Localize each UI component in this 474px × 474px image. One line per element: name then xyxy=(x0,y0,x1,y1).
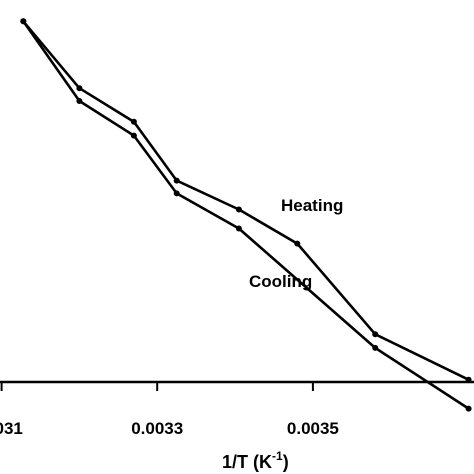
x-tick-label-0: .0031 xyxy=(0,419,23,438)
data-point-heating-4 xyxy=(235,206,242,213)
series-layer xyxy=(20,18,472,412)
x-axis-label-superscript: -1 xyxy=(272,449,283,463)
series-line-heating xyxy=(22,20,470,381)
data-point-cooling-0 xyxy=(20,18,27,25)
x-axis-label-main: 1/T (K xyxy=(222,452,272,472)
data-point-heating-3 xyxy=(173,177,180,184)
data-point-cooling-2 xyxy=(130,132,137,139)
data-point-heating-1 xyxy=(76,85,83,92)
data-point-heating-5 xyxy=(294,240,301,247)
x-axis-label: 1/T (K-1) xyxy=(222,449,289,472)
x-axis-label-suffix: ) xyxy=(283,452,289,472)
tick-layer: .0031 0.0033 0.0035 xyxy=(0,382,339,438)
data-point-cooling-3 xyxy=(173,190,180,197)
data-point-cooling-4 xyxy=(235,225,242,232)
data-point-heating-7 xyxy=(465,376,472,383)
annotation-heating: Heating xyxy=(281,196,343,215)
x-tick-label-2: 0.0035 xyxy=(287,419,339,438)
data-point-cooling-5 xyxy=(372,344,379,351)
data-point-heating-2 xyxy=(130,118,137,125)
data-point-cooling-6 xyxy=(465,405,472,412)
data-point-heating-6 xyxy=(372,331,379,338)
annotation-cooling: Cooling xyxy=(249,272,312,291)
data-point-cooling-1 xyxy=(76,98,83,104)
x-tick-label-1: 0.0033 xyxy=(131,419,183,438)
